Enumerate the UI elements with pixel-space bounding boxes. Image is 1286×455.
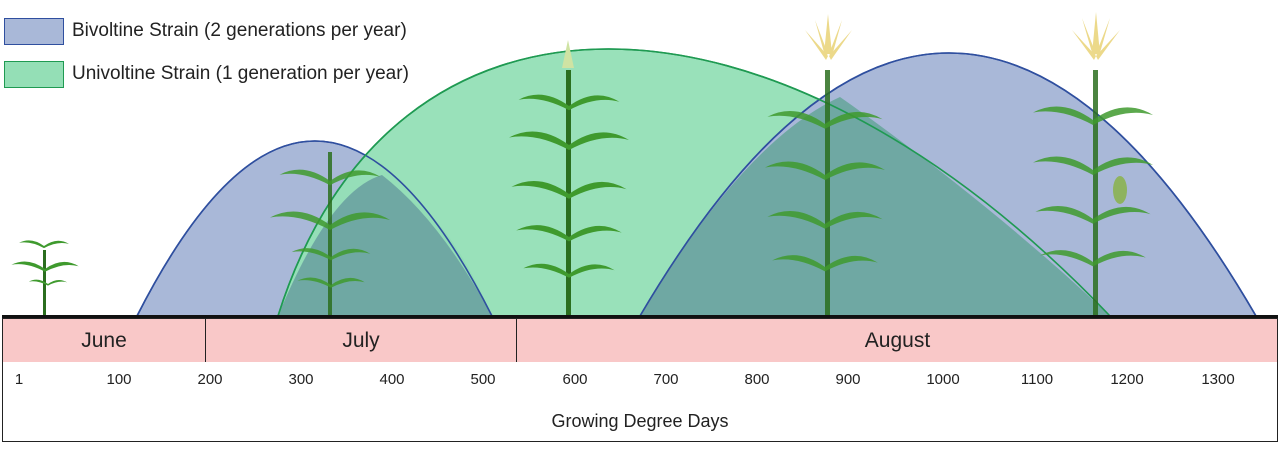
tick-label: 800 [744,371,770,388]
tick-label: 1200 [1110,371,1144,388]
corn-seedling-icon [11,240,79,316]
gdd-axis: 1 100 200 300 400 500 600 700 800 900 10… [2,362,1278,442]
bivoltine-swatch [4,17,64,45]
tick-label: 1 [14,371,24,388]
tick-label: 300 [288,371,314,388]
legend-label: Univoltine Strain (1 generation per year… [72,63,409,84]
univoltine-swatch [4,60,64,88]
corn-tassel-icon [1072,12,1120,60]
corn-plant-icon [1033,70,1153,316]
overlap-region [640,97,1110,316]
corn-plant-icon [509,40,629,316]
ground-line [2,315,1278,319]
corn-tassel-icon [805,14,852,60]
legend: Bivoltine Strain (2 generations per year… [4,16,409,102]
tick-label: 1300 [1201,371,1235,388]
month-june: June [81,328,127,352]
axis-title: Growing Degree Days [551,411,729,431]
tick-label: 400 [379,371,405,388]
legend-item-bivoltine: Bivoltine Strain (2 generations per year… [4,16,409,46]
tick-label: 600 [562,371,588,388]
corn-plant-icon [270,152,390,316]
legend-label: Bivoltine Strain (2 generations per year… [72,20,407,41]
tick-label: 500 [470,371,496,388]
month-august: August [516,319,1278,362]
tick-label: 1100 [1020,371,1054,388]
month-july: July [205,319,516,362]
tick-label: 900 [835,371,861,388]
month-band: June July August [2,318,1278,363]
tick-label: 100 [106,371,132,388]
tick-label: 700 [653,371,679,388]
tick-label: 200 [197,371,223,388]
corn-plant-icon [765,70,885,316]
tick-label: 1000 [926,371,960,388]
legend-item-univoltine: Univoltine Strain (1 generation per year… [4,59,409,89]
